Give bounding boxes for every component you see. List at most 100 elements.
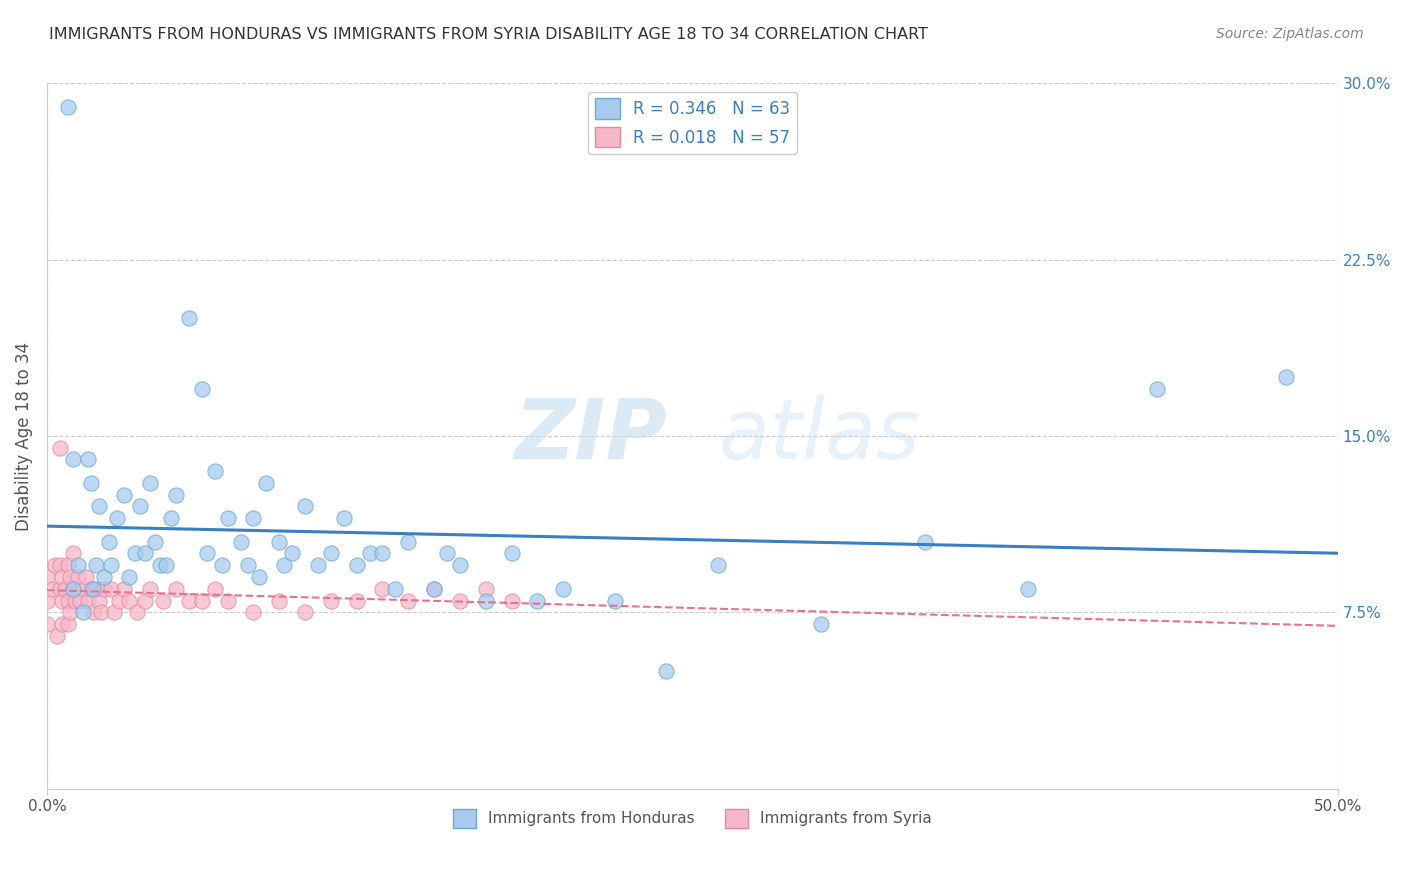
Text: ZIP: ZIP	[513, 395, 666, 476]
Point	[501, 593, 523, 607]
Point	[62, 547, 84, 561]
Point	[118, 593, 141, 607]
Point	[80, 582, 103, 596]
Point	[69, 593, 91, 607]
Point	[93, 570, 115, 584]
Point	[423, 582, 446, 596]
Point	[242, 511, 264, 525]
Point	[112, 582, 135, 596]
Point	[72, 605, 94, 619]
Point	[77, 452, 100, 467]
Point	[217, 593, 239, 607]
Point	[474, 582, 496, 596]
Point	[127, 605, 149, 619]
Point	[384, 582, 406, 596]
Point	[191, 382, 214, 396]
Point	[269, 593, 291, 607]
Point	[93, 582, 115, 596]
Point	[396, 593, 419, 607]
Y-axis label: Disability Age 18 to 34: Disability Age 18 to 34	[15, 342, 32, 531]
Point	[62, 582, 84, 596]
Legend: Immigrants from Honduras, Immigrants from Syria: Immigrants from Honduras, Immigrants fro…	[447, 803, 938, 834]
Point	[134, 547, 156, 561]
Point	[134, 593, 156, 607]
Point	[436, 547, 458, 561]
Point	[65, 593, 87, 607]
Point	[112, 488, 135, 502]
Point	[152, 593, 174, 607]
Point	[281, 547, 304, 561]
Point	[307, 558, 329, 573]
Point	[195, 547, 218, 561]
Point	[59, 605, 82, 619]
Point	[35, 593, 58, 607]
Point	[139, 582, 162, 596]
Point	[103, 605, 125, 619]
Point	[49, 582, 72, 596]
Point	[177, 593, 200, 607]
Point	[159, 511, 181, 525]
Point	[177, 311, 200, 326]
Point	[242, 605, 264, 619]
Point	[49, 558, 72, 573]
Point	[553, 582, 575, 596]
Point	[53, 582, 76, 596]
Point	[371, 547, 394, 561]
Point	[211, 558, 233, 573]
Point	[108, 593, 131, 607]
Point	[165, 582, 187, 596]
Point	[90, 605, 112, 619]
Point	[359, 547, 381, 561]
Text: IMMIGRANTS FROM HONDURAS VS IMMIGRANTS FROM SYRIA DISABILITY AGE 18 TO 34 CORREL: IMMIGRANTS FROM HONDURAS VS IMMIGRANTS F…	[49, 27, 928, 42]
Point	[46, 629, 69, 643]
Point	[247, 570, 270, 584]
Point	[501, 547, 523, 561]
Point	[914, 534, 936, 549]
Point	[319, 593, 342, 607]
Point	[87, 593, 110, 607]
Point	[77, 593, 100, 607]
Point	[229, 534, 252, 549]
Point	[526, 593, 548, 607]
Text: Source: ZipAtlas.com: Source: ZipAtlas.com	[1216, 27, 1364, 41]
Point	[75, 570, 97, 584]
Point	[346, 593, 368, 607]
Text: atlas: atlas	[718, 395, 920, 476]
Point	[105, 511, 128, 525]
Point	[51, 570, 73, 584]
Point	[56, 617, 79, 632]
Point	[655, 664, 678, 678]
Point	[1146, 382, 1168, 396]
Point	[449, 593, 471, 607]
Point	[128, 500, 150, 514]
Point	[82, 582, 104, 596]
Point	[118, 570, 141, 584]
Point	[72, 582, 94, 596]
Point	[97, 534, 120, 549]
Point	[396, 534, 419, 549]
Point	[62, 452, 84, 467]
Point	[346, 558, 368, 573]
Point	[84, 558, 107, 573]
Point	[273, 558, 295, 573]
Point	[371, 582, 394, 596]
Point	[254, 475, 277, 490]
Point	[62, 582, 84, 596]
Point	[100, 558, 122, 573]
Point	[35, 617, 58, 632]
Point	[191, 593, 214, 607]
Point	[269, 534, 291, 549]
Point	[87, 500, 110, 514]
Point	[204, 464, 226, 478]
Point	[84, 582, 107, 596]
Point	[294, 500, 316, 514]
Point	[149, 558, 172, 573]
Point	[143, 534, 166, 549]
Point	[474, 593, 496, 607]
Point	[51, 593, 73, 607]
Point	[66, 570, 89, 584]
Point	[332, 511, 354, 525]
Point	[124, 547, 146, 561]
Point	[59, 570, 82, 584]
Point	[319, 547, 342, 561]
